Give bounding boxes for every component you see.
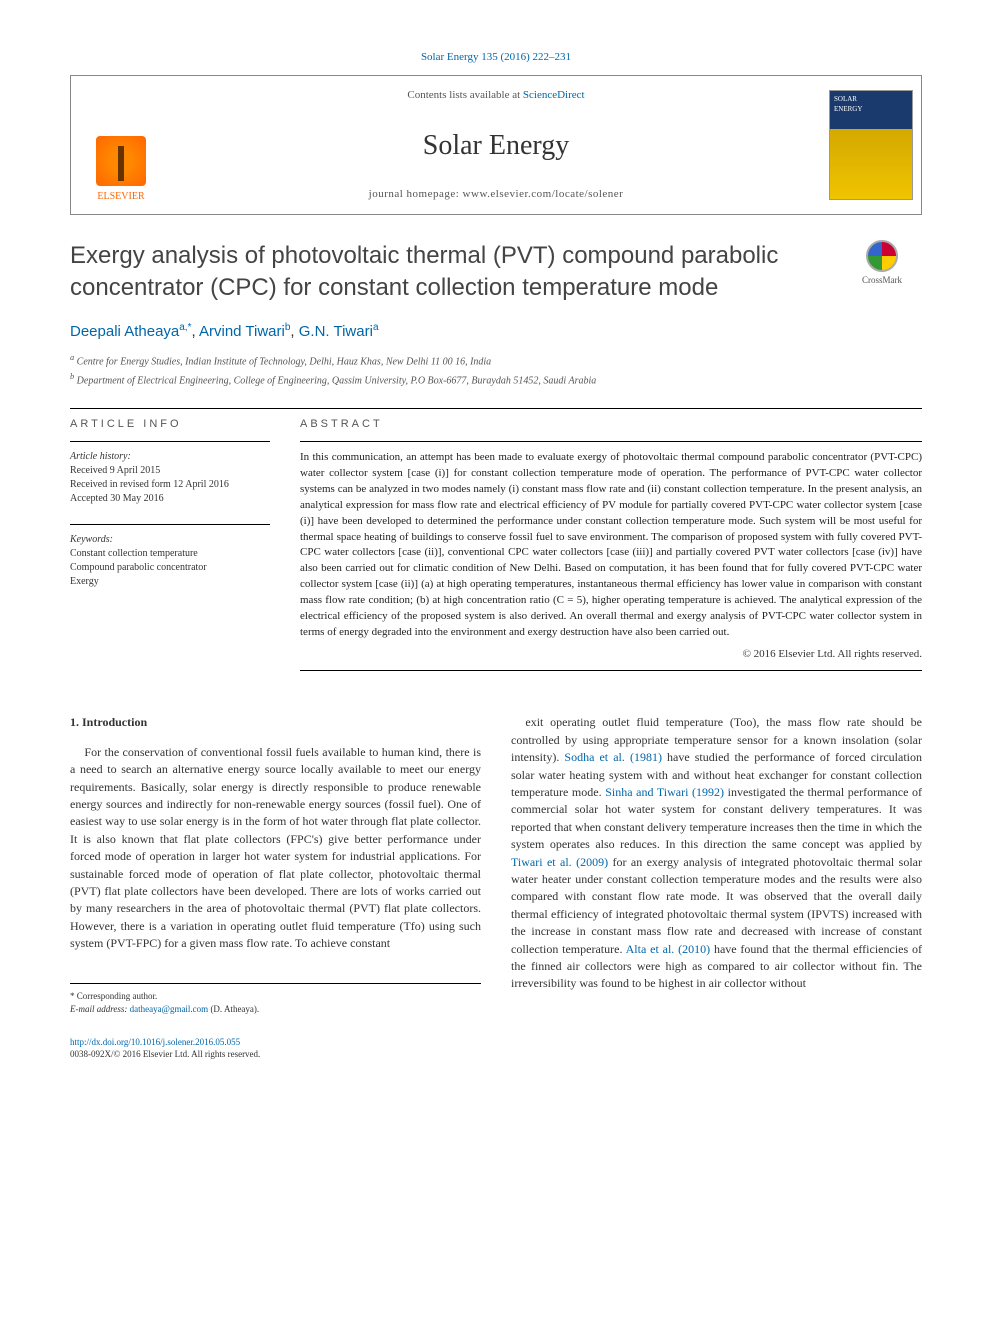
journal-header: ELSEVIER Contents lists available at Sci… <box>70 75 922 215</box>
abstract-text: In this communication, an attempt has be… <box>300 450 922 641</box>
body-paragraph: exit operating outlet fluid temperature … <box>511 714 922 992</box>
article-history: Article history: Received 9 April 2015 R… <box>70 450 270 506</box>
author-sup: a,* <box>179 322 191 333</box>
crossmark-label: CrossMark <box>862 275 902 285</box>
citation-link[interactable]: Alta et al. (2010) <box>626 942 710 956</box>
page-footer: http://dx.doi.org/10.1016/j.solener.2016… <box>70 1036 922 1061</box>
footnote-block: * Corresponding author. E-mail address: … <box>70 983 481 1016</box>
elsevier-label: ELSEVIER <box>96 190 146 204</box>
author-link[interactable]: Deepali Atheaya <box>70 323 179 340</box>
citation-line: Solar Energy 135 (2016) 222–231 <box>70 50 922 65</box>
author-link[interactable]: G.N. Tiwari <box>299 323 373 340</box>
doi-link[interactable]: http://dx.doi.org/10.1016/j.solener.2016… <box>70 1037 240 1047</box>
author-name: G.N. Tiwari <box>299 323 373 340</box>
contents-prefix: Contents lists available at <box>407 89 522 101</box>
journal-name: Solar Energy <box>183 126 809 165</box>
abstract-column: ABSTRACT In this communication, an attem… <box>300 417 922 679</box>
sciencedirect-link[interactable]: ScienceDirect <box>523 89 585 101</box>
keyword: Constant collection temperature <box>70 548 198 559</box>
email-line: E-mail address: datheaya@gmail.com (D. A… <box>70 1003 481 1016</box>
keyword: Exergy <box>70 576 99 587</box>
email-label: E-mail address: <box>70 1004 127 1014</box>
corresponding-author-note: * Corresponding author. <box>70 990 481 1003</box>
article-info-label: ARTICLE INFO <box>70 417 270 432</box>
journal-homepage: journal homepage: www.elsevier.com/locat… <box>183 187 809 202</box>
body-two-column: 1. Introduction For the conservation of … <box>70 714 922 1015</box>
affil-sup: a <box>70 353 74 362</box>
body-right-column: exit operating outlet fluid temperature … <box>511 714 922 1015</box>
author-name: Deepali Atheaya <box>70 323 179 340</box>
keywords-heading: Keywords: <box>70 534 113 545</box>
journal-cover-thumb[interactable]: SOLAR ENERGY <box>829 90 913 200</box>
citation-link[interactable]: Sodha et al. (1981) <box>564 750 662 764</box>
affil-text: Department of Electrical Engineering, Co… <box>77 375 597 386</box>
divider <box>70 408 922 409</box>
email-name: (D. Atheaya). <box>210 1004 259 1014</box>
abstract-label: ABSTRACT <box>300 417 922 432</box>
citation-link[interactable]: Solar Energy 135 (2016) 222–231 <box>421 51 571 63</box>
history-heading: Article history: <box>70 451 131 462</box>
body-text: for an exergy analysis of integrated pho… <box>511 855 922 956</box>
publisher-logo-cell: ELSEVIER <box>71 76 171 214</box>
elsevier-logo[interactable]: ELSEVIER <box>96 136 146 204</box>
email-link[interactable]: datheaya@gmail.com <box>130 1004 209 1014</box>
author-link[interactable]: Arvind Tiwari <box>199 323 285 340</box>
history-item: Received in revised form 12 April 2016 <box>70 479 229 490</box>
issn-copyright: 0038-092X/© 2016 Elsevier Ltd. All right… <box>70 1049 260 1059</box>
section-heading: 1. Introduction <box>70 714 481 731</box>
citation-link[interactable]: Tiwari et al. (2009) <box>511 855 608 869</box>
elsevier-tree-icon <box>96 136 146 186</box>
keyword: Compound parabolic concentrator <box>70 562 207 573</box>
citation-link[interactable]: Sinha and Tiwari (1992) <box>605 785 724 799</box>
article-info-column: ARTICLE INFO Article history: Received 9… <box>70 417 270 679</box>
author-sup: b <box>285 322 291 333</box>
keywords-block: Keywords: Constant collection temperatur… <box>70 533 270 589</box>
contents-available: Contents lists available at ScienceDirec… <box>183 88 809 103</box>
divider <box>70 524 270 525</box>
divider <box>300 670 922 671</box>
history-item: Received 9 April 2015 <box>70 465 160 476</box>
divider <box>300 441 922 442</box>
authors-line: Deepali Atheayaa,*, Arvind Tiwarib, G.N.… <box>70 321 922 342</box>
cover-cell: SOLAR ENERGY <box>821 76 921 214</box>
author-sup: a <box>373 322 379 333</box>
affiliations: a Centre for Energy Studies, Indian Inst… <box>70 352 922 389</box>
cover-title-2: ENERGY <box>834 105 908 115</box>
abstract-copyright: © 2016 Elsevier Ltd. All rights reserved… <box>300 647 922 662</box>
cover-title-1: SOLAR <box>834 95 908 105</box>
affiliation: a Centre for Energy Studies, Indian Inst… <box>70 352 922 369</box>
crossmark-icon <box>866 240 898 272</box>
article-title: Exergy analysis of photovoltaic thermal … <box>70 240 822 302</box>
author-name: Arvind Tiwari <box>199 323 285 340</box>
header-center: Contents lists available at ScienceDirec… <box>171 76 821 214</box>
crossmark-badge[interactable]: CrossMark <box>842 240 922 287</box>
body-left-column: 1. Introduction For the conservation of … <box>70 714 481 1015</box>
affil-text: Centre for Energy Studies, Indian Instit… <box>77 356 492 367</box>
affil-sup: b <box>70 372 74 381</box>
affiliation: b Department of Electrical Engineering, … <box>70 371 922 388</box>
divider <box>70 441 270 442</box>
body-paragraph: For the conservation of conventional fos… <box>70 744 481 953</box>
history-item: Accepted 30 May 2016 <box>70 493 164 504</box>
